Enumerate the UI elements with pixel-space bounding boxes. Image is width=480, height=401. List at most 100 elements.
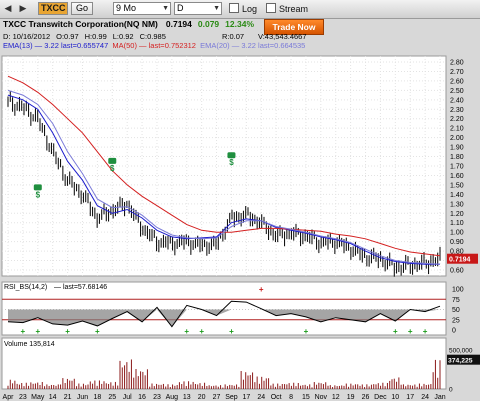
rsi-axis-tick-label: 100 — [452, 287, 464, 294]
x-axis-tick-label: Sep — [225, 394, 238, 401]
ema13-legend-name: EMA(13) — [3, 41, 33, 50]
stream-label: Stream — [279, 4, 309, 14]
rsi-axis-tick-label: 0 — [452, 328, 456, 335]
rsi-oversold-fill — [8, 309, 440, 327]
forward-arrow-icon[interactable]: ▶ — [19, 3, 27, 13]
quote-title-line: TXCC Transwitch Corporation(NQ NM) 0.7194… — [3, 19, 254, 29]
high-value: H:0.99 — [84, 32, 107, 41]
volume-axis-tick-label: 500,000 — [449, 347, 473, 354]
volume-value: V:43,543.4667 — [258, 32, 307, 41]
back-arrow-icon[interactable]: ◀ — [4, 3, 12, 13]
price-axis-tick-label: 2.60 — [450, 78, 464, 85]
price-axis-tick-label: 1.90 — [450, 145, 464, 152]
x-axis-tick-label: 13 — [183, 394, 191, 401]
volume-last-tag-label: 374,225 — [448, 358, 473, 365]
x-axis-tick-label: Jul — [123, 394, 132, 401]
security-title: TXCC Transwitch Corporation(NQ NM) — [3, 19, 158, 29]
x-axis-tick-label: 23 — [153, 394, 161, 401]
sell-signal-marker: + — [259, 285, 264, 294]
close-value: C:0.985 — [139, 32, 166, 41]
go-button[interactable]: Go — [71, 2, 93, 15]
ma50-legend-name: MA(50) — [112, 41, 137, 50]
x-axis-tick-label: 23 — [19, 394, 27, 401]
log-checkbox[interactable]: Log — [229, 3, 257, 15]
price-axis-tick-label: 2.30 — [450, 107, 464, 114]
price-axis-tick-label: 2.00 — [450, 135, 464, 142]
price-axis-tick-label: 1.20 — [450, 211, 464, 218]
price-axis-tick-label: 2.20 — [450, 116, 464, 123]
rsi-axis-tick-label: 50 — [452, 307, 460, 314]
x-axis-tick-label: 17 — [242, 394, 250, 401]
dollar-sign-icon: $ — [36, 190, 41, 199]
buy-signal-marker: + — [65, 327, 70, 336]
buy-signal-marker: + — [423, 327, 428, 336]
dividend-icon: $ — [108, 157, 117, 173]
price-axis-tick-label: 2.50 — [450, 88, 464, 95]
x-axis-tick-label: Jan — [434, 394, 445, 401]
rsi-axis-tick-label: 75 — [452, 297, 460, 304]
volume-last-tag — [447, 354, 480, 365]
volume-panel — [1, 337, 447, 390]
price-change-pct: 12.34% — [225, 19, 255, 29]
x-axis-tick-label: 21 — [64, 394, 72, 401]
price-axis-tick-label: 1.60 — [450, 173, 464, 180]
price-axis-tick-label: 2.70 — [450, 69, 464, 76]
price-axis-tick-label: 2.80 — [450, 60, 464, 67]
last-price-tag-label: 0.7194 — [449, 257, 471, 264]
period-select[interactable]: 9 Mo ▼ — [113, 2, 171, 15]
last-price: 0.7194 — [165, 19, 192, 29]
x-axis-tick-label: 14 — [49, 394, 57, 401]
chevron-down-icon: ▼ — [213, 5, 220, 12]
ma-legend: EMA(13) — 3.22 last=0.655747 MA(50) — la… — [3, 41, 306, 50]
volume-axis-tick-label: 0 — [449, 387, 453, 394]
symbol-input[interactable]: TXCC — [38, 2, 68, 15]
x-axis-tick-label: 25 — [108, 394, 116, 401]
price-axis-tick-label: 1.80 — [450, 154, 464, 161]
period-select-value: 9 Mo — [116, 3, 137, 13]
ema13-legend-value: 3.22 last=0.655747 — [44, 41, 109, 50]
rsi-title: RSI_BS(14,2) — [4, 284, 47, 291]
checkbox-box — [266, 3, 276, 13]
phone-dollar-icon-body — [108, 157, 117, 164]
series-line-ema20 — [7, 89, 441, 265]
x-axis-tick-label: 26 — [362, 394, 370, 401]
volume-title: Volume 135,814 — [4, 341, 55, 348]
x-axis-tick-label: 17 — [406, 394, 414, 401]
price-axis-tick-label: 0.80 — [450, 249, 464, 256]
buy-signal-marker: + — [184, 327, 189, 336]
date-value: D: 10/16/2012 — [3, 32, 51, 41]
price-axis-tick-label: 2.10 — [450, 126, 464, 133]
last-price-tag — [447, 253, 478, 264]
trade-now-button[interactable]: Trade Now — [264, 19, 324, 35]
price-axis-tick-label: 0.60 — [450, 268, 464, 275]
rsi-line — [7, 300, 441, 328]
x-axis-tick-label: Dec — [374, 394, 387, 401]
ohlc-line: D: 10/16/2012 O:0.97 H:0.99 L:0.92 C:0.985 — [3, 32, 172, 41]
phone-dollar-icon-body — [227, 152, 236, 159]
quote-header: TXCC Transwitch Corporation(NQ NM) 0.7194… — [0, 19, 480, 53]
x-axis-tick-label: Apr — [3, 394, 15, 401]
range-value: R:0.07 — [222, 32, 245, 41]
price-axis-tick-label: 2.40 — [450, 97, 464, 104]
x-axis-tick-label: 18 — [93, 394, 101, 401]
interval-select[interactable]: D ▼ — [174, 2, 222, 15]
buy-signal-marker: + — [393, 327, 398, 336]
log-label: Log — [242, 4, 258, 14]
ma50-legend-value: last=0.752312 — [148, 41, 196, 50]
dollar-sign-icon: $ — [110, 164, 115, 173]
x-axis-tick-label: 15 — [302, 394, 310, 401]
toolbar: ◀ ▶ TXCC Go 9 Mo ▼ D ▼ Log Stream — [0, 0, 480, 19]
stream-checkbox[interactable]: Stream — [266, 3, 308, 15]
interval-select-value: D — [177, 3, 184, 13]
ema20-legend-value: 3.22 last=0.664535 — [241, 41, 306, 50]
rsi-axis-tick-label: 25 — [452, 317, 460, 324]
x-axis-tick-label: 24 — [257, 394, 265, 401]
x-axis-tick-label: Oct — [271, 394, 282, 401]
price-axis-tick-label: 1.70 — [450, 164, 464, 171]
x-axis-tick-label: 12 — [332, 394, 340, 401]
dollar-sign-icon: $ — [229, 158, 234, 167]
x-axis-tick-label: Aug — [166, 394, 179, 401]
low-value: L:0.92 — [112, 32, 134, 41]
chevron-down-icon: ▼ — [162, 5, 169, 12]
